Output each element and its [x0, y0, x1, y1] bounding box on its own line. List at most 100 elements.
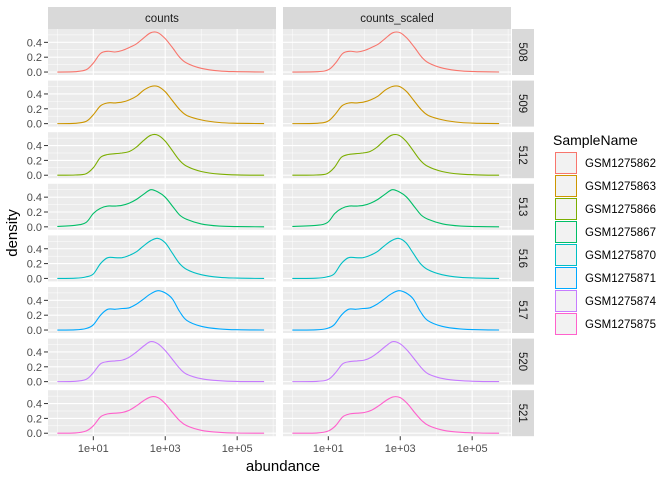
y-tick-label: 0.4: [27, 89, 42, 101]
y-tick-label: 0.2: [27, 155, 42, 167]
facet-strip-517: [512, 287, 534, 333]
y-tick-label: 0.0: [27, 428, 42, 440]
legend-key-GSM1275871: [555, 267, 577, 289]
facet-strip-521: [512, 390, 534, 437]
facet-strip-509: [512, 80, 534, 127]
facet-strip-label: 513: [516, 197, 528, 216]
density-line-GSM1275875-counts_scaled: [292, 396, 500, 434]
panel-background: [48, 132, 276, 179]
panel-background: [48, 80, 276, 127]
panel-background: [283, 235, 511, 282]
panel-background: [283, 132, 511, 179]
legend-label: GSM1275863: [585, 181, 656, 193]
panel-background: [283, 183, 511, 230]
density-line-GSM1275875-counts: [57, 396, 265, 434]
facet-strip-label: 512: [516, 146, 528, 165]
y-tick-label: 0.2: [27, 52, 42, 64]
panel-background: [48, 183, 276, 230]
facet-strip-513: [512, 183, 534, 230]
panel-background: [283, 29, 511, 75]
facet-strip-label: 521: [516, 404, 528, 423]
density-line-GSM1275870-counts: [57, 237, 265, 279]
panel-background: [48, 29, 276, 75]
legend-title: SampleName: [553, 132, 638, 148]
density-line-GSM1275866-counts: [57, 133, 265, 176]
facet-strip-520: [512, 338, 534, 385]
facet-strip-label: 516: [516, 249, 528, 268]
density-line-GSM1275867-counts_scaled: [292, 189, 500, 228]
legend-key-GSM1275862: [555, 152, 577, 174]
panel-background: [48, 338, 276, 385]
facet-strip-label: 509: [516, 94, 528, 113]
facet-strip-512: [512, 132, 534, 179]
y-tick-label: 0.2: [27, 413, 42, 425]
y-tick-label: 0.2: [27, 310, 42, 322]
density-line-GSM1275874-counts_scaled: [292, 340, 500, 383]
density-line-GSM1275867-counts: [57, 189, 265, 228]
facet-strip-label: counts_scaled: [360, 13, 434, 25]
density-line-GSM1275871-counts: [57, 290, 265, 331]
density-line-GSM1275870-counts_scaled: [292, 237, 500, 279]
panel-background: [283, 80, 511, 127]
y-tick-label: 0.4: [27, 295, 42, 307]
x-tick-label: 1e+03: [150, 443, 181, 455]
density-line-GSM1275862-counts_scaled: [292, 31, 500, 73]
panel-background: [48, 235, 276, 282]
y-tick-label: 0.0: [27, 325, 42, 337]
y-tick-label: 0.0: [27, 222, 42, 234]
legend-label: GSM1275867: [585, 227, 656, 239]
density-line-GSM1275862-counts: [57, 31, 265, 73]
legend-key-GSM1275870: [555, 244, 577, 266]
y-tick-label: 0.0: [27, 119, 42, 131]
legend-key-GSM1275867: [555, 221, 577, 243]
panel-background: [48, 287, 276, 333]
x-tick-label: 1e+01: [313, 443, 344, 455]
y-tick-label: 0.2: [27, 104, 42, 116]
legend-key-GSM1275866: [555, 198, 577, 220]
density-line-GSM1275874-counts: [57, 340, 265, 383]
y-tick-label: 0.4: [27, 37, 42, 49]
panel-background: [48, 390, 276, 437]
y-tick-label: 0.2: [27, 362, 42, 374]
density-line-GSM1275863-counts_scaled: [292, 85, 500, 125]
y-tick-label: 0.4: [27, 192, 42, 204]
facet-strip-508: [512, 29, 534, 75]
density-line-GSM1275863-counts: [57, 85, 265, 125]
facet-strip-label: 517: [516, 300, 528, 319]
y-tick-label: 0.0: [27, 377, 42, 389]
facet-strip-counts_scaled: [283, 7, 511, 29]
facet-strip-label: 520: [516, 352, 528, 371]
legend-label: GSM1275871: [585, 273, 656, 285]
legend-label: GSM1275862: [585, 158, 656, 170]
legend: SampleName GSM1275862 GSM1275863 GSM127586…: [553, 132, 657, 335]
y-tick-label: 0.4: [27, 347, 42, 359]
y-axis-title: density: [4, 209, 21, 257]
legend-label: GSM1275870: [585, 250, 656, 262]
legend-label: GSM1275874: [585, 296, 657, 308]
panel-background: [283, 390, 511, 437]
legend-key-GSM1275863: [555, 175, 577, 197]
x-tick-label: 1e+03: [385, 443, 416, 455]
legend-key-GSM1275874: [555, 290, 577, 312]
y-tick-label: 0.2: [27, 207, 42, 219]
x-axis-title: abundance: [246, 458, 320, 475]
panel-background: [283, 287, 511, 333]
y-tick-label: 0.4: [27, 244, 42, 256]
x-tick-label: 1e+05: [457, 443, 488, 455]
y-tick-label: 0.2: [27, 259, 42, 271]
facet-strip-516: [512, 235, 534, 282]
facet-strip-label: counts: [145, 13, 179, 25]
x-tick-label: 1e+01: [78, 443, 109, 455]
facet-strip-label: 508: [516, 42, 528, 61]
density-line-GSM1275866-counts_scaled: [292, 133, 500, 176]
legend-label: GSM1275866: [585, 204, 656, 216]
y-tick-label: 0.4: [27, 399, 42, 411]
y-tick-label: 0.0: [27, 273, 42, 285]
density-line-GSM1275871-counts_scaled: [292, 290, 500, 331]
legend-label: GSM1275875: [585, 319, 656, 331]
y-tick-label: 0.0: [27, 170, 42, 182]
y-tick-label: 0.0: [27, 67, 42, 79]
legend-key-GSM1275875: [555, 313, 577, 335]
x-tick-label: 1e+05: [222, 443, 253, 455]
